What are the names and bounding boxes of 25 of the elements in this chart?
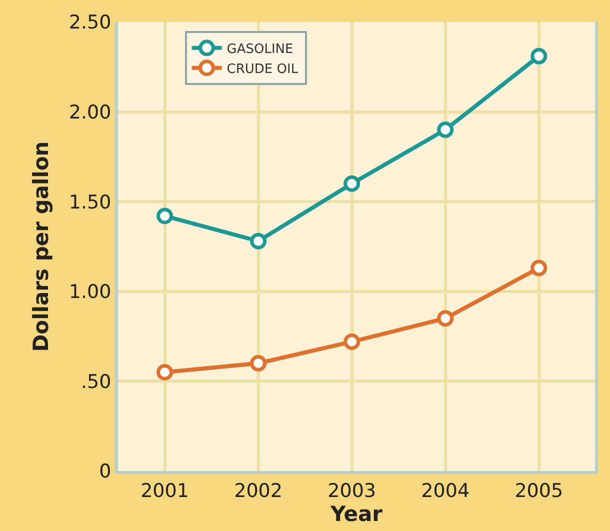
point	[156, 364, 174, 380]
y-tick-label: 2.00	[68, 101, 112, 124]
point	[250, 354, 267, 372]
point	[156, 208, 174, 224]
point	[344, 333, 360, 350]
point	[250, 232, 267, 250]
x-tick-label: 2001	[140, 480, 189, 502]
y-axis-title: Dollars per gallon	[29, 141, 54, 352]
x-tick-label: 2005	[514, 480, 564, 502]
x-tick-label: 2004	[421, 480, 470, 502]
y-tick-label: 2.50	[68, 12, 112, 34]
y-tick-label: 0	[99, 460, 112, 483]
point	[437, 310, 454, 327]
point	[344, 175, 360, 192]
x-tick-label: 2003	[328, 480, 376, 502]
point	[437, 122, 454, 138]
legend-label: GASOLINE	[226, 42, 294, 57]
point	[530, 260, 548, 276]
y-tick-label: 1.50	[68, 191, 112, 214]
x-tick-label: 2002	[234, 480, 282, 502]
y-tick-label: 1.00	[68, 281, 112, 304]
x-axis-title: Year	[329, 502, 384, 526]
y-tick-label: .50	[80, 370, 112, 393]
point	[530, 48, 548, 64]
legend-label: CRUDE OIL	[226, 62, 299, 77]
